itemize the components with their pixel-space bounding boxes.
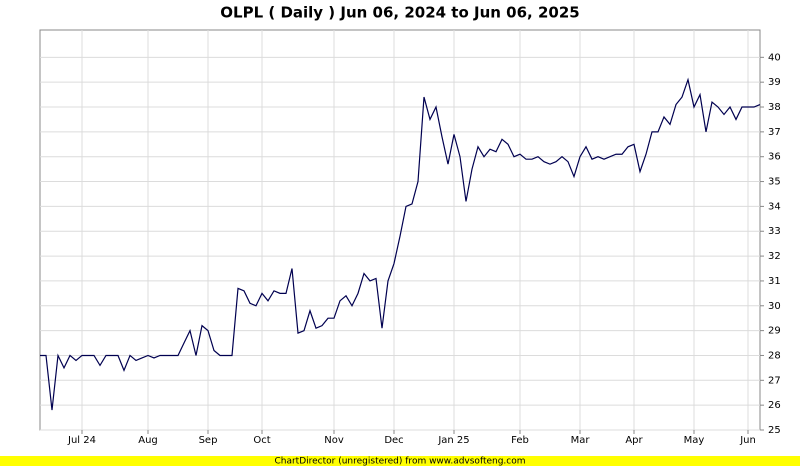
y-tick-label: 27	[768, 375, 781, 386]
y-tick-label: 36	[768, 152, 781, 163]
y-tick-label: 30	[768, 301, 781, 312]
x-tick-label: Sep	[199, 435, 218, 446]
x-tick-label: Feb	[511, 435, 529, 446]
x-tick-label: Jun	[739, 435, 756, 446]
y-tick-label: 32	[768, 251, 781, 262]
x-tick-label: Nov	[324, 435, 344, 446]
x-tick-label: Aug	[138, 435, 158, 446]
y-tick-label: 35	[768, 177, 781, 188]
x-tick-label: May	[684, 435, 705, 446]
y-tick-label: 40	[768, 52, 781, 63]
y-tick-label: 31	[768, 276, 781, 287]
footer-bar	[0, 456, 800, 466]
x-tick-label: Jan 25	[437, 435, 469, 446]
x-tick-label: Apr	[625, 435, 643, 446]
y-tick-label: 38	[768, 102, 781, 113]
y-tick-label: 34	[768, 201, 781, 212]
x-tick-label: Dec	[384, 435, 403, 446]
y-tick-label: 29	[768, 326, 781, 337]
y-tick-label: 33	[768, 226, 781, 237]
y-tick-label: 26	[768, 400, 781, 411]
chart-title: OLPL ( Daily ) Jun 06, 2024 to Jun 06, 2…	[220, 4, 579, 22]
y-tick-label: 37	[768, 127, 781, 138]
y-tick-label: 39	[768, 77, 781, 88]
price-line	[40, 77, 761, 411]
x-tick-label: Jul 24	[67, 435, 96, 446]
plot-area	[39, 29, 761, 431]
y-tick-label: 25	[768, 425, 781, 436]
x-tick-label: Oct	[253, 435, 270, 446]
footer-text: ChartDirector (unregistered) from www.ad…	[274, 457, 525, 467]
y-tick-label: 28	[768, 350, 781, 361]
x-tick-label: Mar	[571, 435, 591, 446]
